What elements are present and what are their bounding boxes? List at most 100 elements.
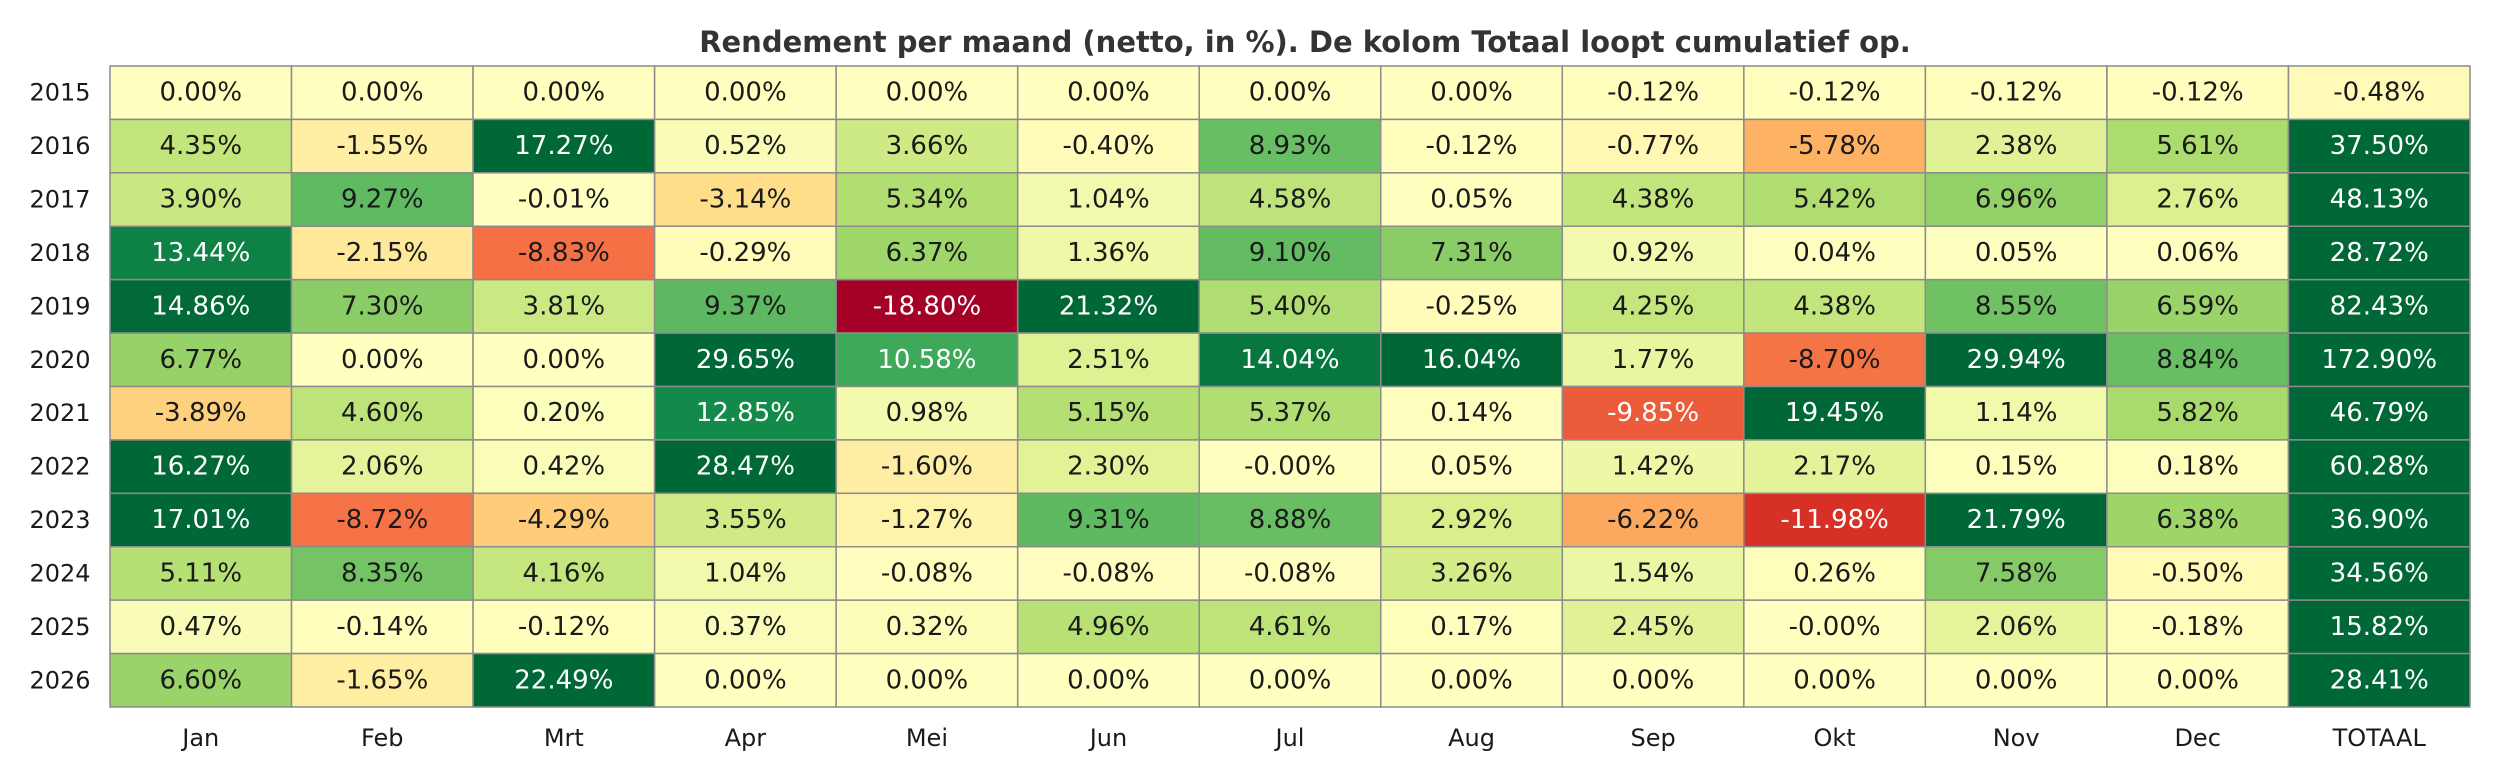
heatmap-cell: [1380, 118, 1564, 174]
heatmap-cell-label: 5.40%: [1249, 291, 1332, 321]
heatmap-cell-label: 5.82%: [2156, 398, 2239, 428]
heatmap-cell-label: 17.01%: [151, 505, 250, 535]
heatmap-cell: [1924, 546, 2108, 601]
heatmap-cell: [109, 172, 293, 227]
heatmap-cell-label: 0.00%: [1793, 665, 1876, 695]
heatmap-cell-labels: 0.00% 0.00% 0.00% 0.00% 0.00% 0.00% 0.00% 0.00%…: [151, 78, 2437, 696]
heatmap-cell: [835, 385, 1019, 441]
heatmap-cell: [835, 546, 1019, 601]
heatmap-cell-label: 28.41%: [2330, 665, 2429, 695]
heatmap-cell-label: 2.17%: [1793, 452, 1876, 482]
heatmap-cell: [653, 118, 837, 174]
x-tick-label: Jan: [180, 724, 219, 752]
heatmap-cell: [1561, 225, 1745, 281]
y-tick-label: 2018: [29, 239, 90, 267]
heatmap-cell-label: 10.58%: [877, 345, 976, 375]
heatmap-cell-label: 2.06%: [1975, 612, 2058, 642]
heatmap-cell-label: 0.17%: [1430, 612, 1513, 642]
heatmap-cell: [653, 439, 837, 495]
heatmap-cell: [653, 652, 837, 708]
heatmap-cell: [1743, 546, 1927, 601]
heatmap-cell-label: 0.00%: [523, 345, 606, 375]
x-tick-label: Feb: [361, 724, 404, 752]
heatmap-cell-label: -1.60%: [881, 452, 973, 482]
heatmap-cell-label: -0.12%: [1789, 78, 1881, 108]
heatmap-cell: [472, 225, 656, 281]
x-tick-label: Aug: [1448, 724, 1495, 752]
heatmap-cell: [2106, 652, 2290, 708]
heatmap-cell-label: 1.54%: [1612, 558, 1695, 588]
heatmap-cell: [653, 385, 837, 441]
heatmap-cell-label: -5.78%: [1789, 131, 1881, 161]
heatmap-cell: [1380, 652, 1564, 708]
heatmap-cell-label: 17.27%: [514, 131, 613, 161]
heatmap-cell: [109, 278, 293, 334]
heatmap-cell: [2287, 385, 2471, 441]
y-tick-label: 2022: [29, 453, 90, 481]
heatmap-cell: [2287, 332, 2471, 388]
heatmap-cell: [835, 439, 1019, 495]
heatmap-cell-label: -1.27%: [881, 505, 973, 535]
heatmap-cell-label: 1.04%: [1067, 185, 1150, 215]
heatmap-cell-label: 4.16%: [523, 558, 606, 588]
heatmap-cell-label: -0.50%: [2152, 558, 2244, 588]
heatmap-cell: [1924, 225, 2108, 281]
heatmap-cell-label: 9.37%: [704, 291, 787, 321]
heatmap-cell-label: 0.20%: [523, 398, 606, 428]
heatmap-cell: [1380, 599, 1564, 655]
heatmap-cell: [1561, 385, 1745, 441]
heatmap-cell: [1016, 439, 1200, 495]
heatmap-cell: [290, 599, 474, 655]
heatmap-cell-label: -0.12%: [1970, 78, 2062, 108]
heatmap-cell-label: -0.29%: [699, 238, 791, 268]
heatmap-cell-label: -0.08%: [1244, 558, 1336, 588]
y-tick-label: 2023: [29, 506, 90, 534]
y-tick-label: 2021: [29, 399, 90, 427]
heatmap-cell: [472, 492, 656, 548]
heatmap-cell: [109, 599, 293, 655]
heatmap-cell-label: 6.37%: [886, 238, 969, 268]
heatmap-cell-label: 8.88%: [1249, 505, 1332, 535]
heatmap-cell: [2106, 225, 2290, 281]
heatmap-cell-label: 2.06%: [341, 452, 424, 482]
heatmap-cell-label: 46.79%: [2330, 398, 2429, 428]
heatmap-cell: [2287, 225, 2471, 281]
heatmap-cell-label: 4.60%: [341, 398, 424, 428]
heatmap-cell-label: 0.00%: [1975, 665, 2058, 695]
heatmap-cell-label: -6.22%: [1607, 505, 1699, 535]
heatmap-cell-label: -0.12%: [518, 612, 610, 642]
heatmap-cell: [109, 225, 293, 281]
heatmap-cell: [1743, 172, 1927, 227]
heatmap-cell-label: 19.45%: [1785, 398, 1884, 428]
x-tick-label: TOTAAL: [2332, 724, 2427, 752]
heatmap-cell: [1198, 118, 1382, 174]
heatmap-cell-label: 0.04%: [1793, 238, 1876, 268]
heatmap-cell-label: 6.77%: [159, 345, 242, 375]
heatmap-cell-label: 28.47%: [696, 452, 795, 482]
heatmap-cell-label: 4.38%: [1612, 185, 1695, 215]
heatmap-cell-label: -0.40%: [1062, 131, 1154, 161]
heatmap-cell-label: 0.47%: [159, 612, 242, 642]
heatmap-cell-label: 5.34%: [886, 185, 969, 215]
x-tick-label: Mrt: [544, 724, 584, 752]
heatmap-cell: [1198, 439, 1382, 495]
heatmap-cell-label: 5.37%: [1249, 398, 1332, 428]
heatmap-cell-label: -0.77%: [1607, 131, 1699, 161]
heatmap-cell: [1198, 278, 1382, 334]
heatmap-cell-label: 0.00%: [886, 78, 969, 108]
heatmap-cell: [1743, 118, 1927, 174]
heatmap-cell-label: 21.79%: [1967, 505, 2066, 535]
heatmap-cell-label: 0.06%: [2156, 238, 2239, 268]
heatmap-cell: [1198, 332, 1382, 388]
heatmap-cell: [472, 172, 656, 227]
heatmap-cell-label: 21.32%: [1059, 291, 1158, 321]
y-axis-ticks: 2015 2016 2017 2018 2019 2020 2021 2022 2023 2024…: [29, 79, 90, 695]
heatmap-cell-label: 2.30%: [1067, 452, 1150, 482]
heatmap-cell-label: 4.25%: [1612, 291, 1695, 321]
heatmap-cell-label: -18.80%: [873, 291, 982, 321]
heatmap-cell-label: 6.96%: [1975, 185, 2058, 215]
heatmap-cell: [2106, 599, 2290, 655]
heatmap-cell-label: 8.55%: [1975, 291, 2058, 321]
x-tick-label: Okt: [1814, 724, 1856, 752]
heatmap-cell-label: -0.01%: [518, 185, 610, 215]
